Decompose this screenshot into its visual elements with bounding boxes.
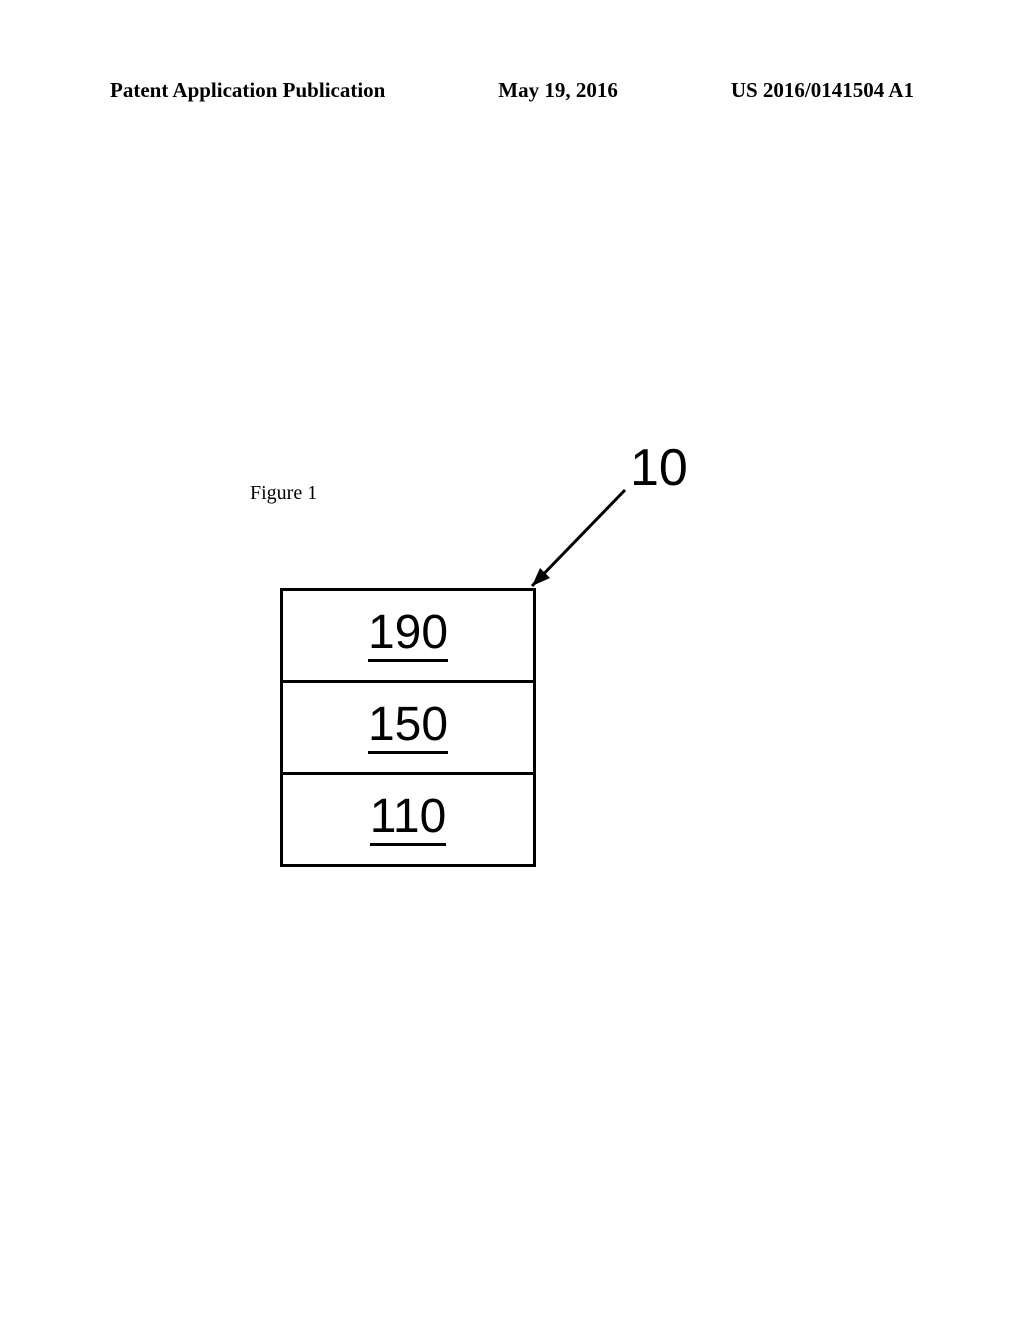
header-date: May 19, 2016 bbox=[498, 78, 618, 103]
layer-number: 110 bbox=[370, 793, 447, 846]
figure-callout: 10 bbox=[480, 438, 700, 578]
layer-diagram: 190 150 110 bbox=[280, 588, 536, 867]
header-publication-type: Patent Application Publication bbox=[110, 78, 385, 103]
diagram-row: 110 bbox=[283, 775, 533, 867]
figure-label: Figure 1 bbox=[250, 482, 317, 505]
layer-number: 150 bbox=[368, 701, 448, 754]
callout-number: 10 bbox=[630, 438, 688, 498]
callout-arrow-icon bbox=[480, 438, 700, 598]
diagram-row: 190 bbox=[283, 591, 533, 683]
page-header: Patent Application Publication May 19, 2… bbox=[0, 78, 1024, 103]
diagram-row: 150 bbox=[283, 683, 533, 775]
header-publication-number: US 2016/0141504 A1 bbox=[731, 78, 914, 103]
layer-number: 190 bbox=[368, 609, 448, 662]
patent-page: Patent Application Publication May 19, 2… bbox=[0, 0, 1024, 1320]
